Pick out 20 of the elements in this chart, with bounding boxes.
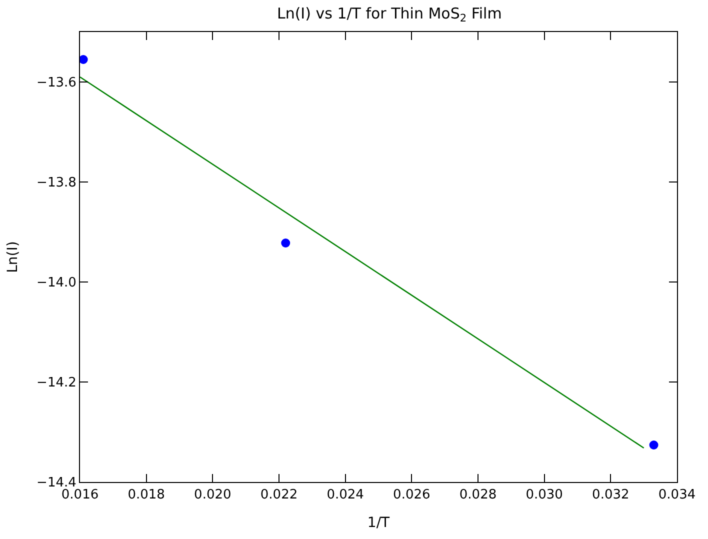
x-tick-label: 0.030	[526, 488, 563, 503]
x-tick-label: 0.026	[393, 488, 430, 503]
y-tick-label: −14.0	[36, 276, 76, 291]
x-tick-label: 0.028	[459, 488, 497, 503]
x-tick-label: 0.016	[61, 488, 99, 503]
point	[80, 55, 88, 64]
chart-title: Ln(I) vs 1/T for Thin MoS$_{2}$ Film	[276, 4, 502, 25]
x-tick-label: 0.032	[592, 488, 630, 503]
x-tick-label: 0.020	[194, 488, 232, 503]
y-tick-label: −13.6	[36, 76, 76, 91]
x-tick-label: 0.022	[260, 488, 298, 503]
y-tick-label: −14.2	[36, 376, 76, 391]
x-tick-label: 0.034	[658, 488, 696, 503]
y-tick-label: −13.8	[36, 176, 76, 191]
x-tick-label: 0.024	[326, 488, 364, 503]
point	[281, 238, 290, 248]
y-axis-title: Ln(I)	[5, 241, 22, 273]
point	[649, 440, 658, 450]
x-axis-title: 1/T	[367, 514, 390, 531]
x-tick-label: 0.018	[128, 488, 165, 503]
